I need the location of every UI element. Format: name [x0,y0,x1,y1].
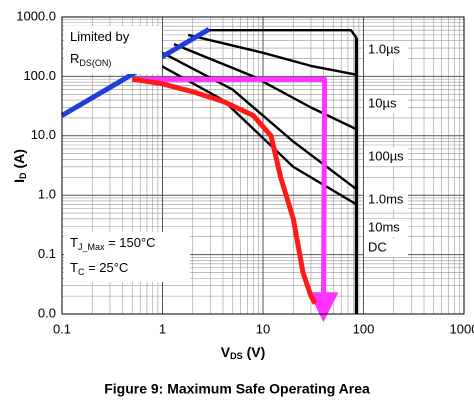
x-axis-label-subscript: DS [230,351,243,361]
x-tick-label: 100 [353,321,375,336]
caption: Figure 9: Maximum Safe Operating Area [104,381,370,397]
series-label-background [364,95,408,113]
y-tick-label: 0.0 [38,305,56,320]
annotation-box: Limited by RDS(ON) [64,26,162,74]
annotation-background [64,232,190,282]
annotation-box: TJ_Max = 150°C TC = 25°C [64,232,190,282]
x-tick-label: 1 [159,321,166,336]
annotation-background [64,26,162,74]
series-label-background [364,219,408,237]
annotation: Limited by [70,29,130,44]
x-tick-label: 0.1 [53,321,71,336]
y-tick-label: 10.0 [31,127,56,142]
series-label-background [364,148,408,166]
y-tick-label: 0.1 [38,246,56,261]
curve [131,76,318,305]
y-axis-label-text: I [11,179,27,183]
curve [136,76,339,323]
limit-line [205,29,358,39]
limit-line [173,42,357,131]
annotation-text: Limited by [70,29,130,44]
y-axis-label-text: (A) [11,149,27,168]
y-tick-label: 1000.0 [16,8,56,23]
series-label: 10µs [368,95,397,110]
annotation-text: T [70,235,78,250]
x-axis-label-text: V [221,344,231,360]
series-label-background [364,239,408,257]
y-axis-label: ID (A) [11,149,29,183]
plot-frame [61,16,465,315]
annotation-subscript: DS(ON) [79,58,111,68]
x-tick-label: 1000 [450,321,474,336]
y-axis-label-subscript: D [18,172,28,179]
x-axis-label-text: (V) [247,344,266,360]
x-axis-label: VDS (V) [221,344,266,362]
annotation-subscript: J_Max [78,242,105,252]
y-tick-label: 100.0 [23,68,56,83]
annotation-text: = 150°C [104,235,155,250]
annotation: TJ_Max = 150°C [70,235,156,252]
annotation: RDS(ON) [70,51,111,68]
plot-lines [60,27,358,323]
annotation: TC = 25°C [70,260,128,277]
series-label: 100µs [368,148,404,163]
series-label-background [364,41,408,59]
series-label: DC [368,239,387,254]
annotation-subscript: C [78,267,85,277]
series-label-background [364,191,408,209]
annotation-text: T [70,260,78,275]
x-tick-label: 10 [256,321,270,336]
annotation-text: R [70,51,79,66]
limit-line [187,33,357,76]
annotation-text: = 25°C [84,260,128,275]
series-label: 1.0ms [368,191,404,206]
series-label: 1.0µs [368,41,401,56]
y-tick-label: 1.0 [38,187,56,202]
series-label: 10ms [368,219,400,234]
